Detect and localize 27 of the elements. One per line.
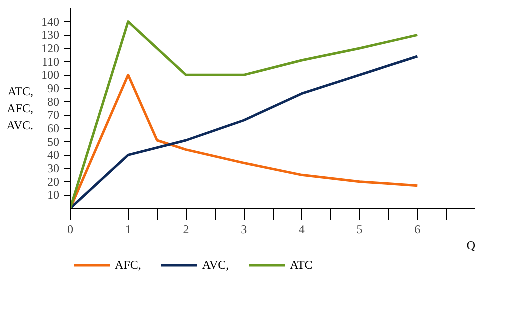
y-tick-label: 30 xyxy=(48,162,60,176)
x-tick-label: 6 xyxy=(414,222,421,236)
x-tick-label: 1 xyxy=(125,222,132,236)
y-tick-label: 140 xyxy=(42,14,60,29)
y-tick-label: 100 xyxy=(42,68,60,82)
y-tick-label: 60 xyxy=(48,122,60,136)
y-tick-label: 80 xyxy=(48,94,60,109)
y-tick-label: 10 xyxy=(48,188,60,202)
x-axis-title: Q xyxy=(466,238,476,252)
legend-label: ATC xyxy=(290,258,313,272)
y-tick-label: 90 xyxy=(48,82,60,96)
y-tick-label: 110 xyxy=(42,54,60,69)
x-tick-label: 0 xyxy=(68,222,74,236)
y-tick-label: 20 xyxy=(48,174,60,189)
y-tick-label: 120 xyxy=(42,42,60,56)
y-axis-title: ATC, AFC, AVC. xyxy=(6,84,34,132)
x-tick-label: 3 xyxy=(241,222,248,236)
y-tick-label: 70 xyxy=(48,108,60,122)
legend-label: AVC, xyxy=(202,258,230,272)
x-tick-label: 5 xyxy=(356,222,363,236)
y-tick-label: 130 xyxy=(42,28,60,42)
x-tick-label: 2 xyxy=(183,222,190,236)
legend-label: AFC, xyxy=(115,258,142,272)
x-tick-label: 4 xyxy=(298,222,305,236)
line-series xyxy=(70,20,419,208)
y-tick-label: 40 xyxy=(48,148,60,162)
y-tick-label: 50 xyxy=(48,134,60,149)
